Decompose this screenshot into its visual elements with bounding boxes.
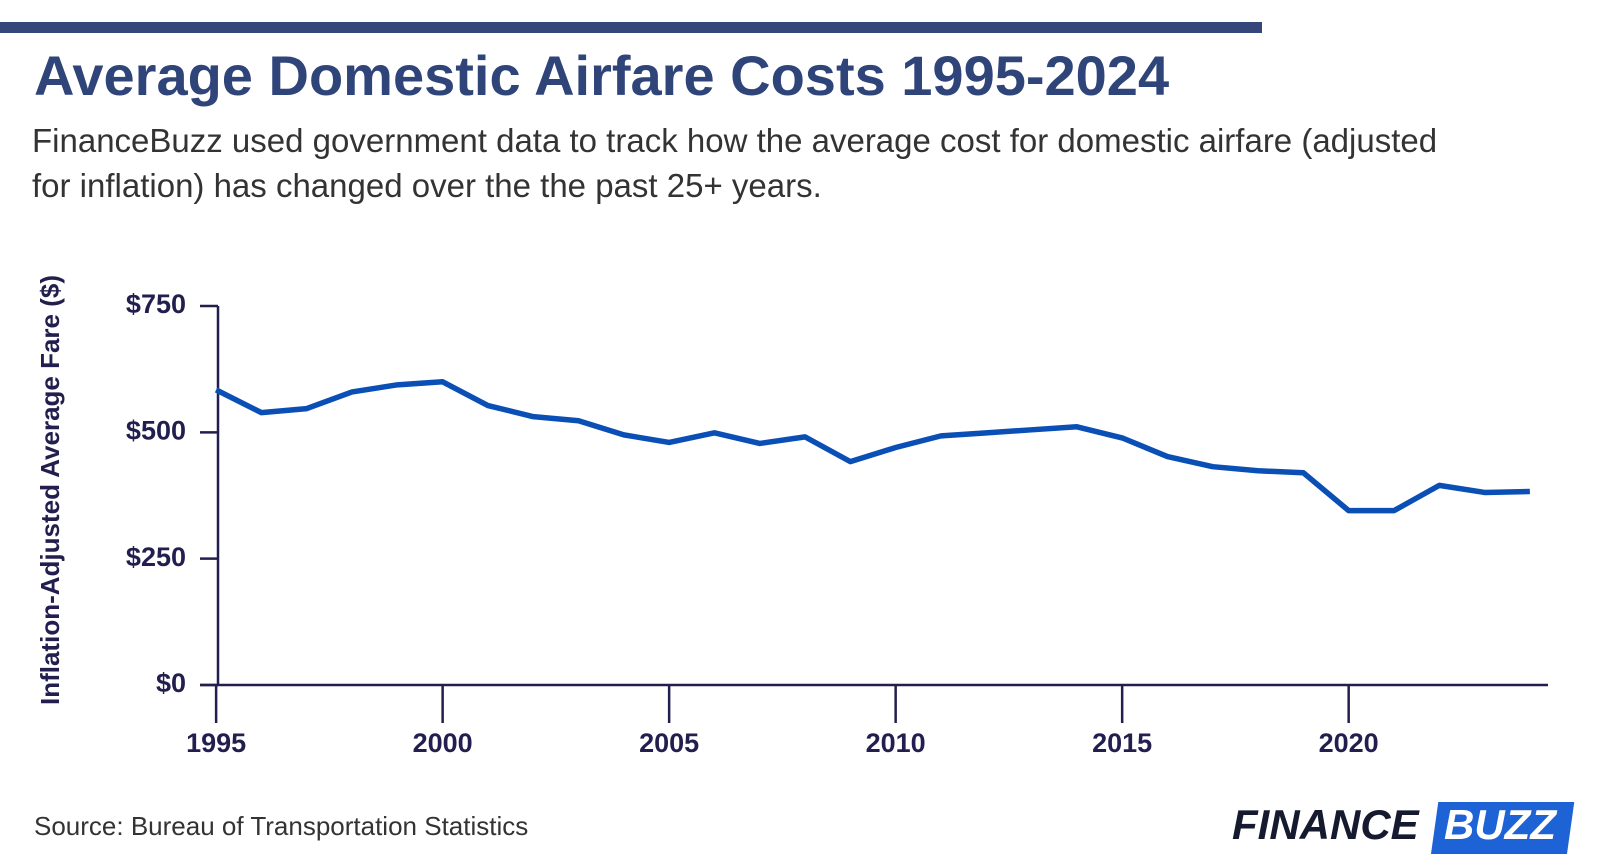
x-tick-label: 1995 (186, 728, 246, 758)
top-bar (0, 22, 1262, 33)
x-tick-label: 2020 (1319, 728, 1379, 758)
x-tick-label: 2000 (413, 728, 473, 758)
y-axis-label: Inflation-Adjusted Average Fare ($) (35, 275, 65, 705)
y-tick-label: $500 (126, 415, 186, 445)
brand-box (1430, 802, 1575, 854)
y-tick-label: $0 (156, 668, 186, 698)
brand-buzz: BUZZ (1444, 801, 1557, 848)
x-tick-label: 2005 (639, 728, 699, 758)
y-tick-label: $250 (126, 542, 186, 572)
chart-title: Average Domestic Airfare Costs 1995-2024 (34, 44, 1169, 107)
x-tick-label: 2015 (1092, 728, 1152, 758)
data-line (214, 379, 1530, 514)
chart-subtitle: FinanceBuzz used government data to trac… (32, 122, 1438, 204)
subtitle-box: FinanceBuzz used government data to trac… (32, 122, 1438, 204)
y-tick-label: $750 (126, 289, 186, 319)
brand-finance: FINANCE (1232, 801, 1421, 848)
source: Source: Bureau of Transportation Statist… (34, 811, 528, 841)
x-tick-label: 2010 (866, 728, 926, 758)
